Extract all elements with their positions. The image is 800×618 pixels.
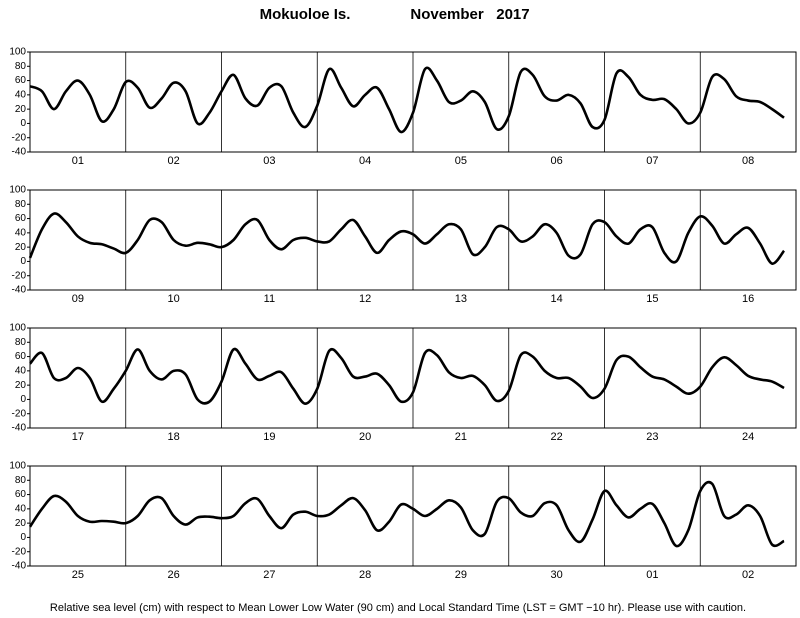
day-label: 29 [455, 569, 467, 581]
y-tick-label: -40 [12, 285, 27, 296]
day-label: 08 [742, 155, 754, 167]
day-label: 25 [72, 569, 84, 581]
day-label: 12 [359, 293, 371, 305]
day-label: 27 [263, 569, 275, 581]
tide-line [29, 66, 785, 134]
y-tick-label: -40 [12, 423, 27, 434]
tide-line [28, 480, 785, 548]
y-tick-label: 60 [15, 351, 27, 362]
y-tick-label: 100 [9, 461, 26, 472]
y-tick-label: -20 [12, 546, 27, 557]
y-tick-label: 60 [15, 75, 27, 86]
day-label: 05 [455, 155, 467, 167]
day-label: 15 [646, 293, 658, 305]
y-tick-label: 100 [9, 323, 26, 334]
y-tick-label: 60 [15, 213, 27, 224]
day-label: 28 [359, 569, 371, 581]
footer-note: Relative sea level (cm) with respect to … [50, 602, 746, 614]
y-tick-label: 40 [15, 365, 27, 376]
day-label: 24 [742, 431, 754, 443]
y-tick-label: 0 [20, 256, 26, 267]
day-label: 20 [359, 431, 371, 443]
day-label: 02 [742, 569, 754, 581]
day-label: 04 [359, 155, 371, 167]
y-tick-label: 40 [15, 227, 27, 238]
y-tick-label: 100 [9, 47, 26, 58]
station-title: Mokuoloe Is. [260, 6, 351, 23]
y-tick-label: -20 [12, 132, 27, 143]
day-label: 13 [455, 293, 467, 305]
day-label: 19 [263, 431, 275, 443]
month-title: November 2017 [410, 6, 529, 23]
y-tick-label: 100 [9, 185, 26, 196]
y-tick-label: 80 [15, 475, 27, 486]
y-tick-label: 40 [15, 503, 27, 514]
y-tick-label: 0 [20, 118, 26, 129]
y-tick-label: -20 [12, 408, 27, 419]
y-tick-label: 20 [15, 104, 27, 115]
y-tick-label: 80 [15, 337, 27, 348]
tide-line [29, 347, 785, 406]
y-tick-label: -20 [12, 270, 27, 281]
y-tick-label: 0 [20, 394, 26, 405]
day-label: 16 [742, 293, 754, 305]
day-label: 21 [455, 431, 467, 443]
y-tick-label: 20 [15, 518, 27, 529]
day-label: 26 [168, 569, 180, 581]
day-label: 07 [646, 155, 658, 167]
day-label: 02 [168, 155, 180, 167]
day-label: 23 [646, 431, 658, 443]
y-tick-label: -40 [12, 561, 27, 572]
y-tick-label: 0 [20, 532, 26, 543]
tide-line [28, 212, 786, 265]
day-label: 10 [168, 293, 180, 305]
y-tick-label: 20 [15, 242, 27, 253]
y-tick-label: 40 [15, 89, 27, 100]
y-tick-label: 80 [15, 61, 27, 72]
day-label: 01 [72, 155, 84, 167]
day-label: 17 [72, 431, 84, 443]
y-tick-label: 20 [15, 380, 27, 391]
day-label: 18 [168, 431, 180, 443]
y-tick-label: 80 [15, 199, 27, 210]
day-label: 03 [263, 155, 275, 167]
day-label: 30 [551, 569, 563, 581]
day-label: 09 [72, 293, 84, 305]
day-label: 14 [551, 293, 563, 305]
day-label: 22 [551, 431, 563, 443]
day-label: 01 [646, 569, 658, 581]
day-label: 11 [264, 293, 275, 305]
day-label: 06 [551, 155, 563, 167]
y-tick-label: 60 [15, 489, 27, 500]
y-tick-label: -40 [12, 147, 27, 158]
